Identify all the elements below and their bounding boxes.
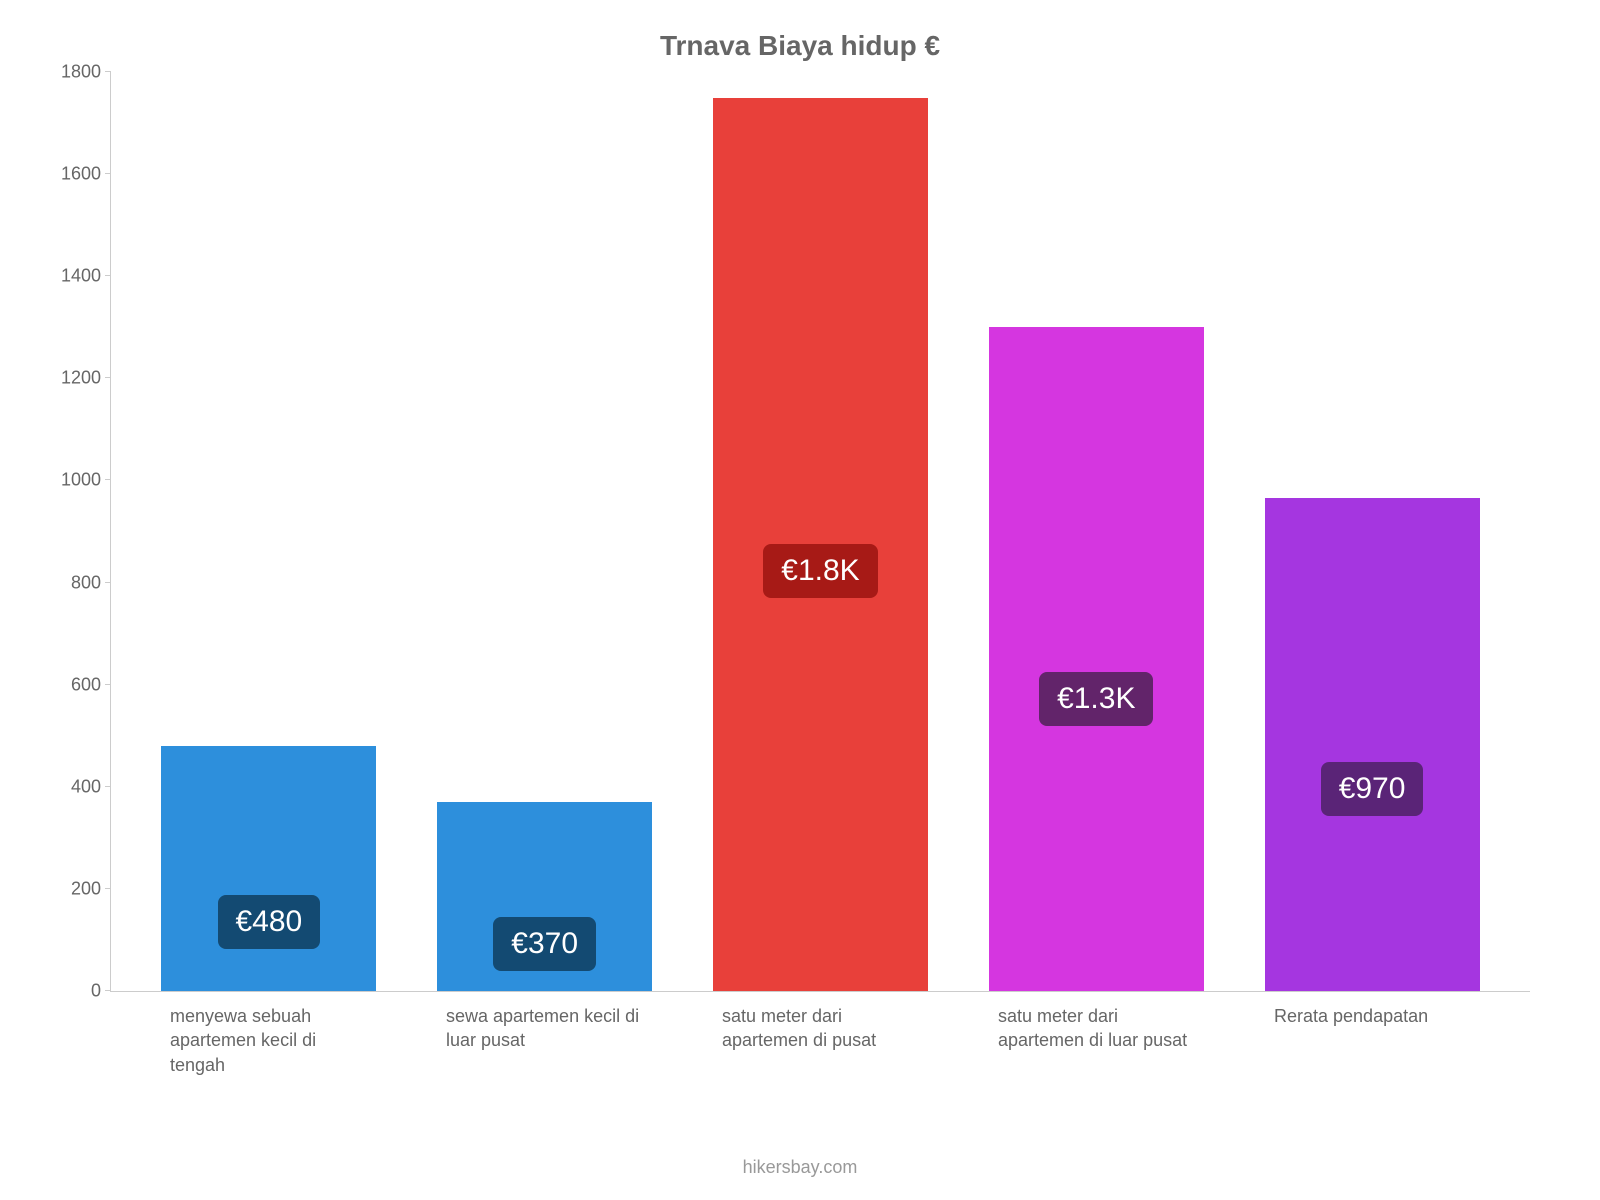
bar-slot: €1.8K: [683, 72, 959, 991]
y-tick-mark: [105, 684, 111, 685]
bar: €1.8K: [713, 98, 928, 991]
bar-slot: €480: [131, 72, 407, 991]
value-badge: €970: [1321, 762, 1424, 816]
y-tick-label: 1800: [41, 62, 101, 83]
x-tick-label: satu meter dari apartemen di luar pusat: [958, 1004, 1234, 1077]
x-tick-label: menyewa sebuah apartemen kecil di tengah: [130, 1004, 406, 1077]
y-tick-label: 600: [41, 674, 101, 695]
y-tick-mark: [105, 990, 111, 991]
chart-title: Trnava Biaya hidup €: [40, 30, 1560, 62]
attribution: hikersbay.com: [0, 1157, 1600, 1178]
bar: €1.3K: [989, 327, 1204, 991]
x-tick-label: satu meter dari apartemen di pusat: [682, 1004, 958, 1077]
x-tick-label: sewa apartemen kecil di luar pusat: [406, 1004, 682, 1077]
y-tick-mark: [105, 377, 111, 378]
y-tick-label: 400: [41, 776, 101, 797]
value-badge: €1.8K: [763, 544, 877, 598]
bar: €370: [437, 802, 652, 991]
bars-container: €480 €370 €1.8K €1.3K €970: [111, 72, 1530, 991]
bar-slot: €370: [407, 72, 683, 991]
y-tick-mark: [105, 786, 111, 787]
x-axis-labels: menyewa sebuah apartemen kecil di tengah…: [110, 992, 1530, 1077]
y-tick-label: 0: [41, 981, 101, 1002]
x-tick-label: Rerata pendapatan: [1234, 1004, 1510, 1077]
y-tick-label: 1400: [41, 266, 101, 287]
bar: €970: [1265, 498, 1480, 991]
y-tick-mark: [105, 479, 111, 480]
value-badge: €1.3K: [1039, 672, 1153, 726]
bar-slot: €970: [1234, 72, 1510, 991]
y-tick-mark: [105, 582, 111, 583]
y-tick-label: 1600: [41, 164, 101, 185]
y-tick-mark: [105, 71, 111, 72]
value-badge: €480: [218, 895, 321, 949]
y-tick-label: 1200: [41, 368, 101, 389]
y-tick-mark: [105, 173, 111, 174]
bar: €480: [161, 746, 376, 991]
cost-of-living-chart: Trnava Biaya hidup € €480€370€1.8K€1.3K€…: [0, 0, 1600, 1200]
y-tick-label: 200: [41, 878, 101, 899]
bar-slot: €1.3K: [958, 72, 1234, 991]
value-badge: €370: [493, 917, 596, 971]
y-tick-mark: [105, 275, 111, 276]
y-tick-mark: [105, 888, 111, 889]
plot-area: €480€370€1.8K€1.3K€970 02004006008001000…: [110, 72, 1530, 992]
y-tick-label: 800: [41, 572, 101, 593]
y-tick-label: 1000: [41, 470, 101, 491]
